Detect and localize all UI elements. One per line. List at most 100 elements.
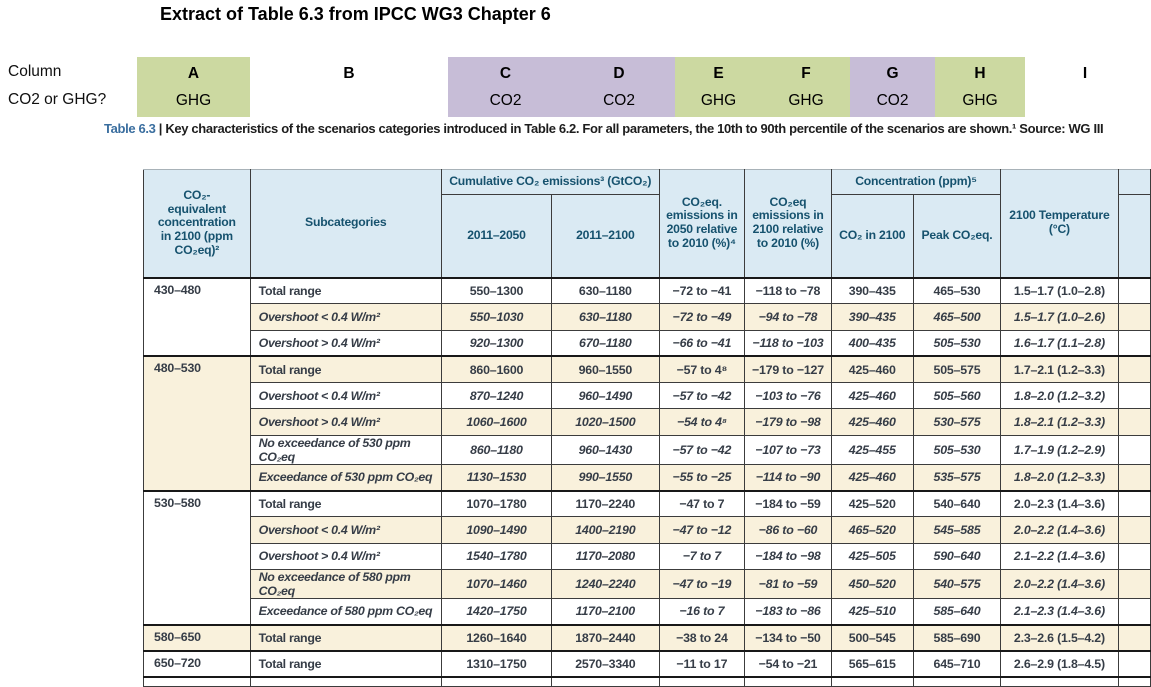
value-cell: 425–460 <box>830 382 914 410</box>
cutoff-cell <box>1117 489 1151 518</box>
value-cell: −57 to 4⁸ <box>658 355 746 384</box>
subcategory-cell: Total range <box>249 623 442 652</box>
value-cell: 500–545 <box>830 623 914 652</box>
table-row: Exceedance of 530 ppm CO₂eq 1130–1530 990–… <box>144 463 1151 492</box>
value-cell: −47 to −12 <box>658 516 746 544</box>
cutoff-cell <box>1117 355 1151 384</box>
table-row: Overshoot < 0.4 W/m² 550–1030 630–1180 −72 … <box>144 303 1151 331</box>
value-cell: 585–640 <box>912 597 1002 626</box>
header-sub-row: 2011–2050 2011–2100 CO₂ in 2100 Peak CO₂… <box>144 194 1151 278</box>
value-cell: 1400–2190 <box>551 516 660 544</box>
value-cell: 1090–1490 <box>440 516 553 544</box>
column-letter-block-I: I <box>1025 57 1145 117</box>
value-cell: −54 to −21 <box>744 650 832 678</box>
value-cell: 400–435 <box>830 329 914 357</box>
cutoff-cell <box>1117 382 1151 410</box>
page-title: Extract of Table 6.3 from IPCC WG3 Chapt… <box>160 4 551 24</box>
column-letter: E <box>713 65 724 82</box>
table-row: 650–720 Total range 1310–1750 2570–3340 −11 … <box>143 650 1151 678</box>
value-cell: 1420–1750 <box>440 597 553 626</box>
value-cell: 1870–2440 <box>551 623 660 652</box>
subcategory-cell: Overshoot > 0.4 W/m² <box>249 408 442 436</box>
caption-text: | Key characteristics of the scenarios c… <box>155 121 1104 136</box>
value-cell: −107 to −73 <box>744 434 832 465</box>
header-subcategories: Subcategories <box>249 169 442 278</box>
category-cell: 530–580 <box>143 489 251 626</box>
value-cell: 960–1490 <box>551 382 660 410</box>
subcategory-cell: Exceedance of 530 ppm CO₂eq <box>249 463 442 492</box>
value-cell: 425–455 <box>830 434 914 465</box>
cutoff-cell <box>1117 623 1151 652</box>
category-cell: 650–720 <box>143 650 251 678</box>
cutoff-cell <box>744 676 832 687</box>
subcategory-cell: No exceedance of 530 ppm CO₂eq <box>249 434 442 465</box>
cutoff-cell <box>658 676 746 687</box>
cutoff-cell <box>440 676 553 687</box>
value-cell: −184 to −59 <box>744 489 832 518</box>
header-group-row: CO₂-equivalent concentration in 2100 (pp… <box>143 169 1151 278</box>
value-cell: 630–1180 <box>551 303 660 331</box>
value-cell: −118 to −78 <box>744 276 832 305</box>
column-letter-block-C: C CO2 <box>448 57 563 117</box>
column-co2-or-ghg-value: GHG <box>700 92 737 109</box>
cutoff-cell <box>551 676 660 687</box>
subcategory-cell: Exceedance of 580 ppm CO₂eq <box>249 597 442 626</box>
value-cell: −11 to 17 <box>658 650 746 678</box>
header-2011-2100: 2011–2100 <box>551 194 660 278</box>
cutoff-cell <box>1117 434 1151 465</box>
column-letter-block-E: E GHG <box>675 57 762 117</box>
cutoff-cell <box>249 676 442 687</box>
value-cell: 425–510 <box>830 597 914 626</box>
header-co2-in-2100: CO₂ in 2100 <box>830 194 914 278</box>
value-cell: −16 to 7 <box>658 597 746 626</box>
column-letter-block-G: G CO2 <box>850 57 935 117</box>
subcategory-cell: Overshoot < 0.4 W/m² <box>249 516 442 544</box>
value-cell: 670–1180 <box>551 329 660 357</box>
value-cell: −7 to 7 <box>658 542 746 570</box>
value-cell: 590–640 <box>912 542 1002 570</box>
table-row: Overshoot < 0.4 W/m² 1090–1490 1400–2190 −4… <box>144 516 1151 544</box>
value-cell: 1070–1780 <box>440 489 553 518</box>
header-co2eq-emissions-2050: CO₂eq. emissions in 2050 relative to 201… <box>658 169 746 278</box>
value-cell: −38 to 24 <box>658 623 746 652</box>
value-cell: 2.0–2.2 (1.4–3.6) <box>1000 516 1119 544</box>
column-co2-or-ghg-value: CO2 <box>603 92 635 109</box>
value-cell: 645–710 <box>912 650 1002 678</box>
value-cell: 505–530 <box>912 434 1002 465</box>
category-cell: 480–530 <box>143 355 251 492</box>
value-cell: 540–640 <box>912 489 1002 518</box>
value-cell: −86 to −60 <box>744 516 832 544</box>
column-letter: F <box>801 65 811 82</box>
value-cell: 425–520 <box>830 489 914 518</box>
table-row: Overshoot > 0.4 W/m² 920–1300 670–1180 −66 … <box>144 329 1151 357</box>
column-letter: G <box>886 65 899 82</box>
value-cell: −72 to −49 <box>658 303 746 331</box>
value-cell: 1540–1780 <box>440 542 553 570</box>
value-cell: −183 to −86 <box>744 597 832 626</box>
cutoff-cell <box>1117 650 1151 678</box>
cutoff-cell <box>1117 276 1151 305</box>
value-cell: 630–1180 <box>551 276 660 305</box>
value-cell: −72 to −41 <box>658 276 746 305</box>
table-row: Overshoot > 0.4 W/m² 1060–1600 1020–1500 −5… <box>144 408 1151 436</box>
cutoff-cell <box>1117 542 1151 570</box>
table-row: No exceedance of 530 ppm CO₂eq 860–1180 96… <box>144 434 1151 465</box>
value-cell: 1.8–2.0 (1.2–3.2) <box>1000 382 1119 410</box>
value-cell: 465–520 <box>830 516 914 544</box>
header-cumulative-co2-emissions: Cumulative CO₂ emissions³ (GtCO₂) <box>440 169 660 195</box>
value-cell: 2.1–2.2 (1.4–3.6) <box>1000 542 1119 570</box>
header-peak-co2eq: Peak CO₂eq. <box>912 194 1002 278</box>
cutoff-cell <box>1117 568 1151 599</box>
table-row: 530–580 Total range 1070–1780 1170–2240 −47 … <box>143 489 1151 626</box>
table-row: 580–650 Total range 1260–1640 1870–2440 −38 … <box>143 623 1151 652</box>
header-cutoff-column <box>1117 169 1151 195</box>
value-cell: 1260–1640 <box>440 623 553 652</box>
subcategory-cell: Total range <box>249 276 442 305</box>
column-letter-block-B: B <box>250 57 448 117</box>
header-cutoff-column-sub <box>1117 194 1151 278</box>
column-letter-band: A GHG B C CO2 D CO2 E GHG F GHG G CO2 H GHG I <box>0 57 1151 117</box>
value-cell: 2.1–2.3 (1.4–3.6) <box>1000 597 1119 626</box>
value-cell: 1.6–1.7 (1.1–2.8) <box>1000 329 1119 357</box>
column-co2-or-ghg-value: GHG <box>962 92 998 109</box>
